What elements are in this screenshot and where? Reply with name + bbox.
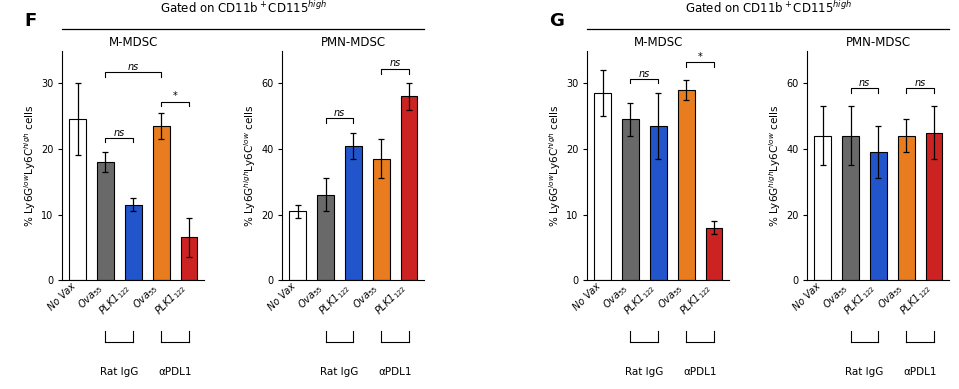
Bar bbox=[925, 133, 943, 280]
Title: PMN-MDSC: PMN-MDSC bbox=[846, 37, 911, 49]
Bar bbox=[401, 96, 417, 280]
Text: ns: ns bbox=[639, 68, 650, 79]
Text: *: * bbox=[173, 91, 177, 102]
Text: Gated on CD11b$^+$CD115$^{high}$: Gated on CD11b$^+$CD115$^{high}$ bbox=[685, 0, 852, 16]
Bar bbox=[650, 126, 667, 280]
Bar bbox=[814, 136, 831, 280]
Bar bbox=[180, 237, 198, 280]
Bar bbox=[622, 119, 639, 280]
Bar bbox=[706, 228, 722, 280]
Text: Rat IgG: Rat IgG bbox=[320, 367, 359, 377]
Text: F: F bbox=[24, 12, 36, 30]
Text: ns: ns bbox=[915, 78, 925, 88]
Text: ns: ns bbox=[334, 107, 345, 117]
Bar bbox=[842, 136, 859, 280]
Text: G: G bbox=[549, 12, 564, 30]
Text: ns: ns bbox=[114, 128, 125, 138]
Bar bbox=[152, 126, 170, 280]
Title: M-MDSC: M-MDSC bbox=[108, 37, 158, 49]
Text: ns: ns bbox=[128, 62, 139, 72]
Text: ns: ns bbox=[389, 58, 401, 68]
Y-axis label: % Ly6G$^{high}$Ly6C$^{low}$ cells: % Ly6G$^{high}$Ly6C$^{low}$ cells bbox=[767, 104, 784, 227]
Text: αPDL1: αPDL1 bbox=[379, 367, 412, 377]
Title: M-MDSC: M-MDSC bbox=[634, 37, 683, 49]
Bar bbox=[125, 205, 142, 280]
Text: *: * bbox=[698, 52, 703, 62]
Text: αPDL1: αPDL1 bbox=[903, 367, 937, 377]
Y-axis label: % Ly6G$^{low}$Ly6C$^{high}$ cells: % Ly6G$^{low}$Ly6C$^{high}$ cells bbox=[22, 104, 38, 227]
Bar bbox=[290, 211, 306, 280]
Text: Rat IgG: Rat IgG bbox=[625, 367, 664, 377]
Bar bbox=[898, 136, 915, 280]
Bar bbox=[97, 162, 114, 280]
Bar bbox=[345, 145, 362, 280]
Text: Rat IgG: Rat IgG bbox=[845, 367, 883, 377]
Bar bbox=[69, 119, 86, 280]
Text: αPDL1: αPDL1 bbox=[684, 367, 716, 377]
Bar bbox=[870, 152, 887, 280]
Text: ns: ns bbox=[859, 78, 870, 88]
Text: Rat IgG: Rat IgG bbox=[101, 367, 139, 377]
Bar bbox=[678, 90, 694, 280]
Bar bbox=[595, 93, 611, 280]
Title: PMN-MDSC: PMN-MDSC bbox=[321, 37, 386, 49]
Bar bbox=[317, 195, 334, 280]
Bar bbox=[373, 159, 389, 280]
Text: Gated on CD11b$^+$CD115$^{high}$: Gated on CD11b$^+$CD115$^{high}$ bbox=[160, 0, 327, 16]
Y-axis label: % Ly6G$^{high}$Ly6C$^{low}$ cells: % Ly6G$^{high}$Ly6C$^{low}$ cells bbox=[243, 104, 258, 227]
Text: αPDL1: αPDL1 bbox=[158, 367, 192, 377]
Y-axis label: % Ly6G$^{low}$Ly6C$^{high}$ cells: % Ly6G$^{low}$Ly6C$^{high}$ cells bbox=[548, 104, 563, 227]
